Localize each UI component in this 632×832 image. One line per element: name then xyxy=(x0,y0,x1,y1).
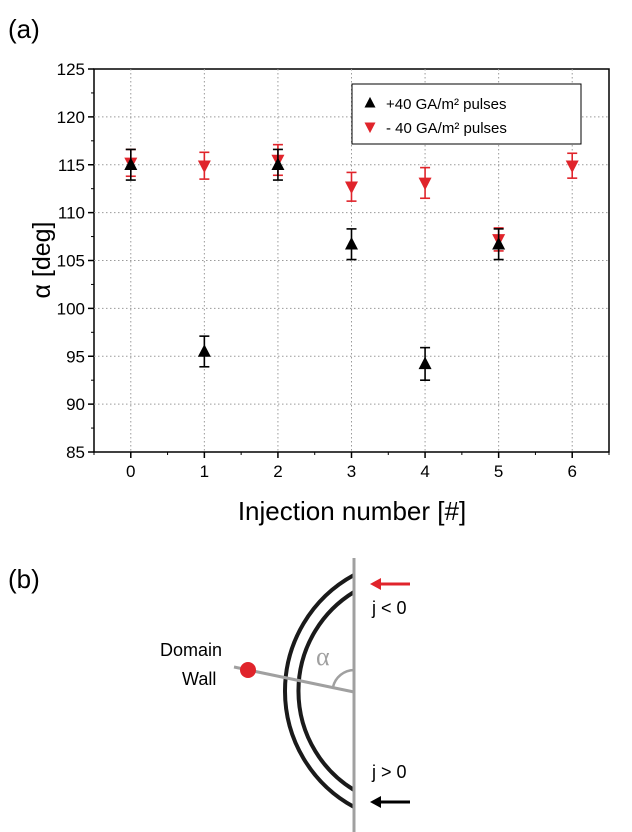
data-point xyxy=(271,157,285,171)
arrow-left-black xyxy=(370,796,410,808)
x-tick-label: 5 xyxy=(494,462,503,481)
data-point xyxy=(492,236,506,250)
x-tick-label: 1 xyxy=(200,462,209,481)
current-positive-label: j > 0 xyxy=(371,762,407,782)
domain-wall-dot xyxy=(240,662,256,678)
x-tick-label: 6 xyxy=(567,462,576,481)
x-tick-label: 0 xyxy=(126,462,135,481)
y-tick-label: 125 xyxy=(57,60,85,79)
angle-arc xyxy=(331,668,355,688)
y-tick-label: 100 xyxy=(57,299,85,318)
data-point xyxy=(124,157,138,171)
legend-marker xyxy=(364,96,376,108)
y-tick-label: 85 xyxy=(66,443,85,462)
arrow-left-red xyxy=(370,578,410,590)
panel-b-label: (b) xyxy=(8,564,40,594)
series-positive-pulses xyxy=(124,148,506,381)
x-axis-label: Injection number [#] xyxy=(238,496,466,526)
legend-label: - 40 GA/m² pulses xyxy=(386,120,507,137)
y-tick-label: 120 xyxy=(57,108,85,127)
outer-ring xyxy=(282,573,355,809)
data-point xyxy=(197,160,211,173)
current-negative-label: j < 0 xyxy=(371,598,407,618)
data-point xyxy=(418,177,432,191)
data-point xyxy=(345,181,358,195)
data-point xyxy=(418,356,432,370)
domain-wall-diagram: Domain Wall α j < 0 j > 0 xyxy=(160,558,410,832)
y-tick-label: 105 xyxy=(57,252,85,271)
y-tick-label: 110 xyxy=(58,204,85,223)
legend: +40 GA/m² pulses - 40 GA/m² pulses xyxy=(351,83,582,145)
data-point xyxy=(565,160,579,173)
series-layer xyxy=(124,143,579,381)
x-tick-label: 2 xyxy=(273,462,282,481)
tick-marks xyxy=(88,68,610,458)
inner-ring xyxy=(296,590,356,792)
legend-label: +40 GA/m² pulses xyxy=(386,96,506,113)
y-tick-label: 90 xyxy=(66,395,85,414)
data-point xyxy=(197,344,211,357)
x-tick-labels: 0 1 2 3 4 5 6 xyxy=(126,462,577,481)
panel-a-label: (a) xyxy=(8,14,40,44)
chart: 85 90 95 100 105 110 115 120 125 0 1 2 3 4 5 6 α [deg]… xyxy=(28,60,610,526)
domain-wall-label-line1: Domain xyxy=(160,640,222,660)
x-tick-label: 3 xyxy=(347,462,356,481)
y-tick-labels: 85 90 95 100 105 110 115 120 125 xyxy=(57,60,85,462)
y-tick-label: 115 xyxy=(58,156,85,175)
legend-box xyxy=(351,83,582,145)
domain-wall-label-line2: Wall xyxy=(182,669,216,689)
y-tick-label: 95 xyxy=(66,347,85,366)
y-axis-label: α [deg] xyxy=(28,221,56,298)
x-tick-label: 4 xyxy=(420,462,429,481)
angle-label: α xyxy=(316,642,330,671)
data-point xyxy=(345,236,358,250)
legend-marker xyxy=(364,122,376,134)
